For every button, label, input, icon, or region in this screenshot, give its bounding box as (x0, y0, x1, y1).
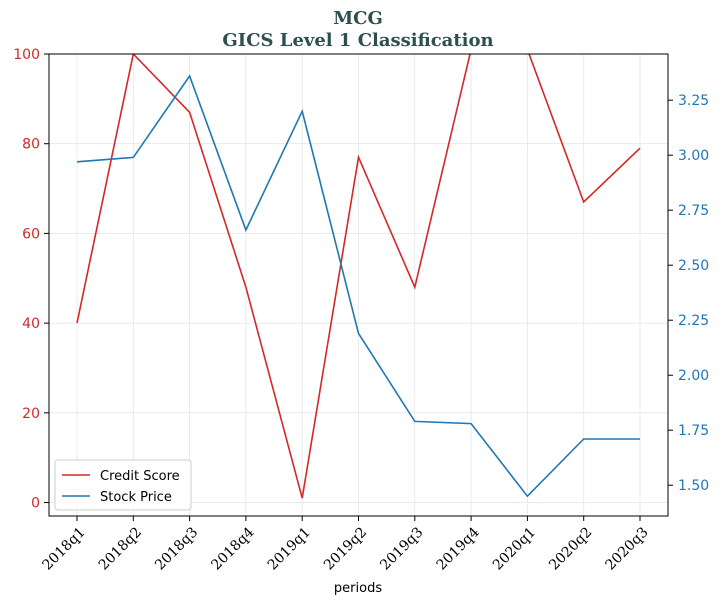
left-tick-label: 0 (31, 496, 40, 512)
legend-box (54, 459, 192, 511)
x-tick-label: 2020q2 (546, 524, 595, 573)
x-tick-label: 2018q2 (96, 524, 145, 573)
left-tick-label: 20 (22, 406, 40, 422)
x-axis: 2018q1 2018q2 2018q3 2018q4 2019q1 2019q2 2019… (40, 516, 652, 573)
chart-subtitle: GICS Level 1 Classification (222, 30, 493, 51)
right-tick-label: 2.00 (678, 368, 709, 384)
x-tick-label: 2020q1 (490, 524, 539, 573)
right-tick-label: 1.50 (678, 478, 709, 494)
x-tick-label: 2018q4 (208, 524, 257, 573)
right-axis: 1.50 1.75 2.00 2.25 2.50 2.75 3.00 3.25 (668, 93, 709, 494)
right-tick-label: 2.25 (678, 313, 709, 329)
right-tick-label: 3.25 (678, 93, 709, 109)
x-tick-label: 2019q3 (377, 524, 426, 573)
left-axis: 0 20 40 60 80 100 (13, 47, 49, 512)
right-tick-label: 2.75 (678, 203, 709, 219)
series-line-credit-score (76, 54, 641, 499)
legend: Credit Score Stock Price (54, 459, 192, 511)
x-axis-label: periods (334, 581, 382, 596)
left-tick-label: 60 (22, 226, 40, 242)
x-tick-label: 2019q4 (434, 524, 483, 573)
left-tick-label: 40 (22, 316, 40, 332)
x-tick-label: 2019q2 (321, 524, 370, 573)
right-tick-label: 1.75 (678, 423, 709, 439)
x-tick-label: 2018q3 (152, 524, 201, 573)
series-lines (76, 49, 641, 499)
chart-title: MCG (333, 8, 383, 29)
x-tick-label: 2019q1 (265, 524, 314, 573)
legend-label-credit-score: Credit Score (100, 469, 180, 484)
right-tick-label: 2.50 (678, 258, 709, 274)
x-tick-label: 2018q1 (40, 524, 89, 573)
left-tick-label: 80 (22, 137, 40, 153)
x-tick-label: 2020q3 (603, 524, 652, 573)
right-tick-label: 3.00 (678, 148, 709, 164)
left-tick-label: 100 (13, 47, 40, 63)
legend-label-stock-price: Stock Price (100, 490, 172, 505)
